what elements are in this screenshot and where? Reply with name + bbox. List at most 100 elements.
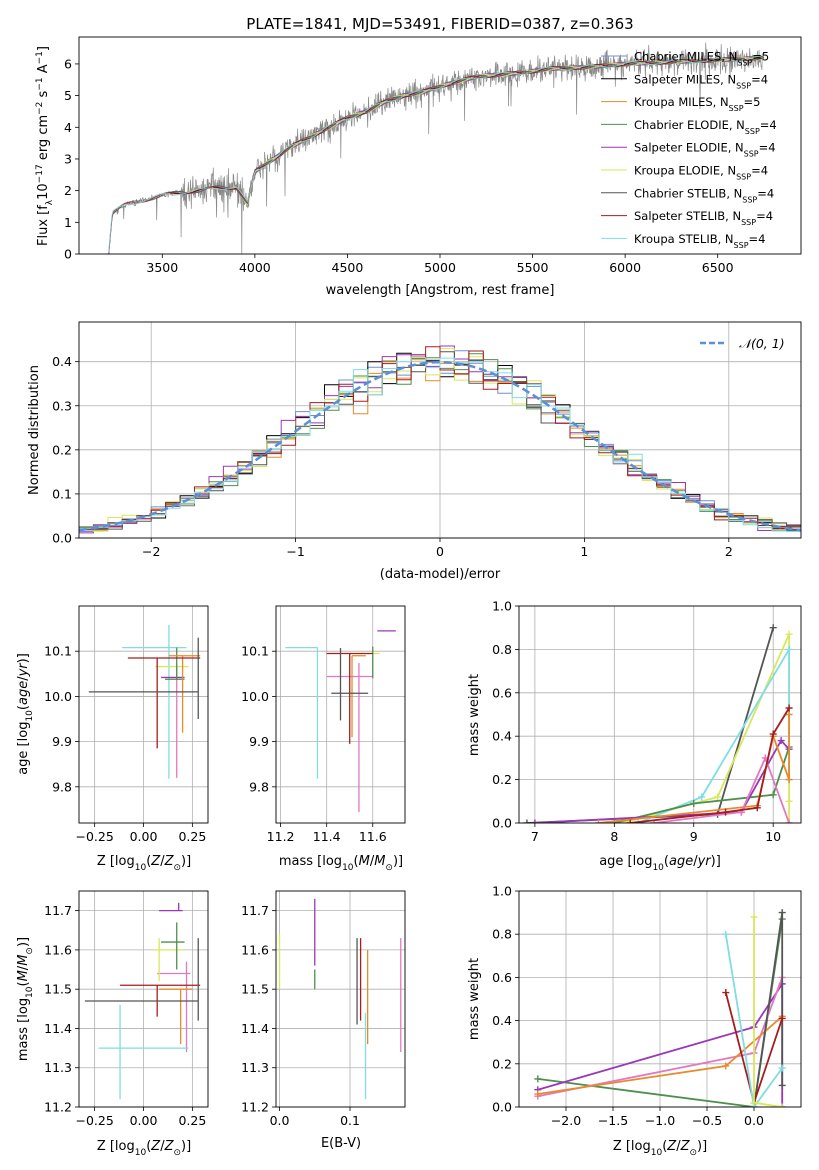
weight-marker	[778, 1081, 786, 1089]
legend-sub: SSP	[742, 195, 757, 204]
x-axis-label: E(B-V)	[321, 1136, 361, 1151]
y-tick-label: 0.1	[52, 486, 72, 501]
x-axis-label: (data-model)/error	[380, 567, 501, 582]
y-tick-label: 0.4	[492, 1013, 512, 1028]
panel-mass-vs-Z: −0.25 0.00 0.25 11.2 11.3 11.4 11.5 11.6 11.7 Z […	[16, 890, 209, 1158]
x-tick-label: 4000	[239, 260, 271, 275]
label-part: Flux [f	[36, 205, 51, 246]
legend-entry: Salpeter ELODIE, NSSP=4	[634, 141, 776, 159]
weight-marker	[722, 930, 730, 938]
weight-marker	[785, 711, 793, 718]
legend-suffix: =4	[751, 164, 768, 178]
y-tick-label: 0.2	[52, 442, 72, 457]
y-tick-label: 10.1	[44, 644, 72, 659]
weight-marker	[769, 624, 777, 632]
weight-marker	[523, 819, 531, 823]
y-tick-label: 0.6	[492, 970, 512, 985]
legend-text: Chabrier ELODIE, N	[634, 118, 745, 132]
x-tick-label: 0	[436, 544, 444, 559]
label-part: erg cm	[36, 115, 51, 164]
label-part: 10	[342, 863, 354, 873]
y-tick-label: 5	[64, 88, 72, 103]
y-tick-label: 10.1	[241, 644, 269, 659]
y-tick-label: 11.3	[241, 1060, 269, 1075]
legend-entry: Salpeter MILES, NSSP=4	[634, 72, 768, 90]
y-tick-label: 11.2	[241, 1100, 269, 1115]
y-tick-label: 9.8	[52, 779, 72, 794]
legend-entry: 𝒩(0, 1)	[739, 336, 785, 351]
weight-marker	[785, 645, 793, 653]
x-tick-label: 6000	[609, 260, 641, 275]
y-tick-label: 0.0	[492, 816, 512, 831]
panel-residuals: −2 −1 0 1 2 0.0 0.1 0.2 0.3 0.4 (data-model)/error…	[27, 321, 802, 582]
weight-series	[753, 912, 784, 1107]
x-tick-label: −0.5	[692, 1113, 722, 1128]
label-part: A	[36, 64, 51, 77]
weight-marker	[714, 793, 722, 801]
gaussian-curve	[79, 360, 801, 532]
weight-marker	[753, 804, 761, 812]
x-tick-label: 11.2	[267, 829, 295, 844]
x-axis-label: mass [log10(M/M⊙)]	[279, 854, 403, 873]
label-part: mass [log	[16, 998, 31, 1061]
legend-suffix: =4	[757, 186, 774, 200]
label-part: (	[16, 705, 31, 710]
weight-marker	[778, 1103, 786, 1107]
plot-area	[278, 898, 402, 1100]
x-tick-label: 0.25	[178, 829, 206, 844]
x-tick-label: 5500	[517, 260, 549, 275]
y-tick-label: 11.5	[241, 982, 269, 997]
plot-area	[84, 902, 201, 1100]
weight-marker	[778, 1064, 786, 1072]
label-part: age [log	[16, 722, 31, 775]
label-part: /	[16, 676, 31, 681]
label-part: −1	[35, 51, 45, 64]
model-spectrum	[108, 56, 765, 254]
label-part: s	[36, 90, 51, 101]
legend-entry: Kroupa ELODIE, NSSP=4	[634, 164, 768, 182]
axes-frame	[518, 605, 802, 824]
x-tick-label: −0.25	[75, 1113, 113, 1128]
label-part: (	[16, 981, 31, 986]
label-part: )]	[711, 854, 721, 869]
x-axis-label: Z [log10(Z/Z⊙)]	[613, 1139, 707, 1158]
y-tick-label: 9.9	[249, 734, 269, 749]
label-part: age	[16, 681, 31, 705]
y-tick-label: 11.5	[44, 982, 72, 997]
legend-sub: SSP	[744, 149, 759, 158]
weight-marker	[634, 819, 642, 823]
x-tick-label: 11.4	[313, 829, 341, 844]
figure-title: PLATE=1841, MJD=53491, FIBERID=0387, z=0…	[246, 15, 633, 33]
label-part: age	[669, 854, 693, 869]
y-tick-label: 10.0	[241, 689, 269, 704]
weight-marker	[698, 793, 706, 801]
weight-series	[630, 707, 790, 823]
label-part: −17	[35, 164, 45, 183]
y-axis-label: age [log10(age/yr)]	[16, 653, 35, 775]
weight-marker	[785, 776, 793, 784]
y-tick-label: 2	[64, 183, 72, 198]
label-part: ⊙	[25, 947, 35, 955]
label-part: 10	[135, 1148, 147, 1158]
legend-sub: SSP	[737, 58, 752, 67]
y-tick-label: 10.0	[44, 689, 72, 704]
x-tick-label: 0.00	[130, 829, 158, 844]
x-axis-label: Z [log10(Z/Z⊙)]	[97, 1139, 191, 1158]
y-tick-label: 11.4	[44, 1021, 72, 1036]
legend-sub: SSP	[734, 240, 749, 249]
label-part: M	[374, 854, 385, 869]
x-tick-label: 5000	[424, 260, 456, 275]
y-tick-label: 11.4	[241, 1021, 269, 1036]
y-tick-label: 11.3	[44, 1060, 72, 1075]
weight-marker	[750, 1099, 758, 1107]
weight-marker	[785, 704, 793, 712]
panel-massweight-vs-Z: −2.0 −1.5 −1.0 −0.5 0.0 0.0 0.2 0.4 0.6 0.8 1.0 Z […	[467, 884, 802, 1158]
y-tick-label: 0.0	[492, 1100, 512, 1115]
label-part: 10	[25, 710, 35, 722]
weight-marker	[785, 797, 793, 805]
label-part: 10	[652, 863, 664, 873]
y-tick-label: 1.0	[492, 884, 512, 899]
y-tick-label: 0.2	[492, 1056, 512, 1071]
